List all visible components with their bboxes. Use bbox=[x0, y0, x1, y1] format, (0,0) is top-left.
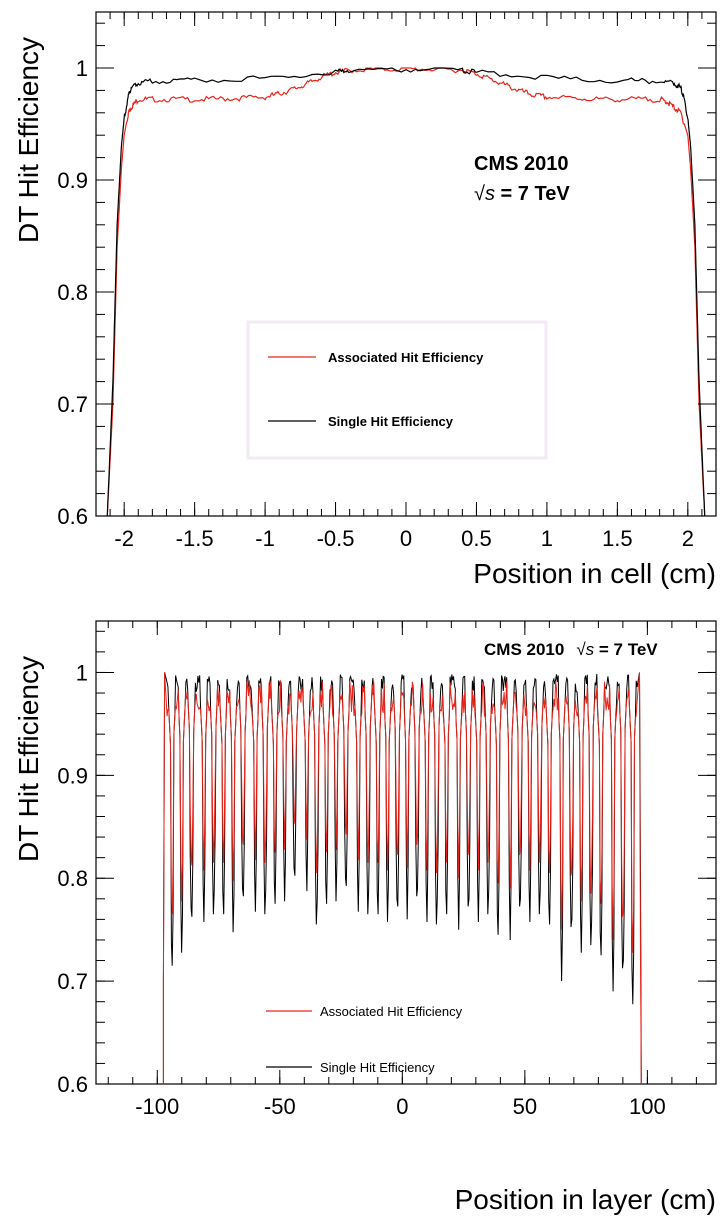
legend: Associated Hit Efficiency Single Hit Eff… bbox=[246, 320, 548, 460]
series-line-associated bbox=[162, 672, 642, 1085]
x-tick-label: 50 bbox=[513, 1094, 537, 1119]
layer-efficiency-chart: -100 -50 0 50 100 0.6 0.7 0.8 0.9 1 DT Hit Effici… bbox=[13, 620, 717, 1215]
svg-text:√s = 7 TeV: √s = 7 TeV bbox=[474, 183, 570, 205]
series-line-single bbox=[106, 67, 706, 517]
bottom-chart-panel: -100 -50 0 50 100 0.6 0.7 0.8 0.9 1 DT Hit Effici… bbox=[0, 609, 721, 1218]
plot-frame bbox=[95, 620, 717, 1085]
energy-value: = 7 TeV bbox=[594, 640, 658, 659]
legend-label-single: Single Hit Efficiency bbox=[320, 1060, 435, 1075]
series-line-associated bbox=[106, 67, 706, 517]
cms-label: CMS 2010 bbox=[474, 153, 569, 175]
energy-label: √s = 7 TeV bbox=[474, 183, 570, 205]
x-tick-label: 1.5 bbox=[602, 526, 633, 551]
cms-label: CMS 2010 bbox=[484, 640, 564, 659]
sqrt-s-symbol: √s bbox=[474, 183, 495, 205]
legend-label-associated: Associated Hit Efficiency bbox=[328, 350, 484, 365]
legend-label-single: Single Hit Efficiency bbox=[328, 414, 454, 429]
x-axis-label: Position in cell (cm) bbox=[473, 558, 716, 589]
x-tick-label: 0 bbox=[396, 1094, 408, 1119]
y-tick-label: 0.6 bbox=[57, 1072, 88, 1097]
x-tick-label: -0.5 bbox=[317, 526, 355, 551]
y-tick-label: 0.6 bbox=[57, 504, 88, 529]
x-axis-label: Position in layer (cm) bbox=[455, 1184, 716, 1215]
x-tick-label: -2 bbox=[114, 526, 134, 551]
y-tick-label: 1 bbox=[76, 56, 88, 81]
y-tick-label: 0.8 bbox=[57, 280, 88, 305]
legend: Associated Hit Efficiency Single Hit Eff… bbox=[266, 1004, 463, 1075]
legend-label-associated: Associated Hit Efficiency bbox=[320, 1004, 463, 1019]
sqrt-s-symbol: √s bbox=[576, 640, 594, 659]
y-tick-label: 0.8 bbox=[57, 866, 88, 891]
x-tick-label: -100 bbox=[135, 1094, 179, 1119]
x-tick-label: -1 bbox=[255, 526, 275, 551]
y-axis-label: DT Hit Efficiency bbox=[13, 37, 44, 243]
y-tick-label: 0.9 bbox=[57, 763, 88, 788]
x-tick-label: 1 bbox=[541, 526, 553, 551]
svg-text:CMS 2010√s = 7 TeV: CMS 2010 √s = 7 TeV bbox=[484, 640, 658, 659]
y-tick-label: 1 bbox=[76, 660, 88, 685]
x-tick-label: -50 bbox=[264, 1094, 296, 1119]
plot-frame bbox=[95, 11, 717, 517]
energy-value: = 7 TeV bbox=[495, 183, 570, 205]
x-tick-label: 0 bbox=[400, 526, 412, 551]
x-tick-label: -1.5 bbox=[176, 526, 214, 551]
x-tick-label: 0.5 bbox=[461, 526, 492, 551]
y-tick-label: 0.9 bbox=[57, 168, 88, 193]
x-tick-label: 100 bbox=[629, 1094, 666, 1119]
top-chart-panel: -2 -1.5 -1 -0.5 0 0.5 1 1.5 2 0.6 0.7 0.8 0.9 1 DT Hi… bbox=[0, 0, 721, 600]
y-tick-label: 0.7 bbox=[57, 969, 88, 994]
y-axis-label: DT Hit Efficiency bbox=[13, 656, 44, 862]
cms-energy-label: CMS 2010 √s = 7 TeV bbox=[484, 640, 658, 659]
cell-efficiency-chart: -2 -1.5 -1 -0.5 0 0.5 1 1.5 2 0.6 0.7 0.8 0.9 1 DT Hi… bbox=[13, 11, 717, 589]
y-tick-label: 0.7 bbox=[57, 392, 88, 417]
x-tick-label: 2 bbox=[682, 526, 694, 551]
